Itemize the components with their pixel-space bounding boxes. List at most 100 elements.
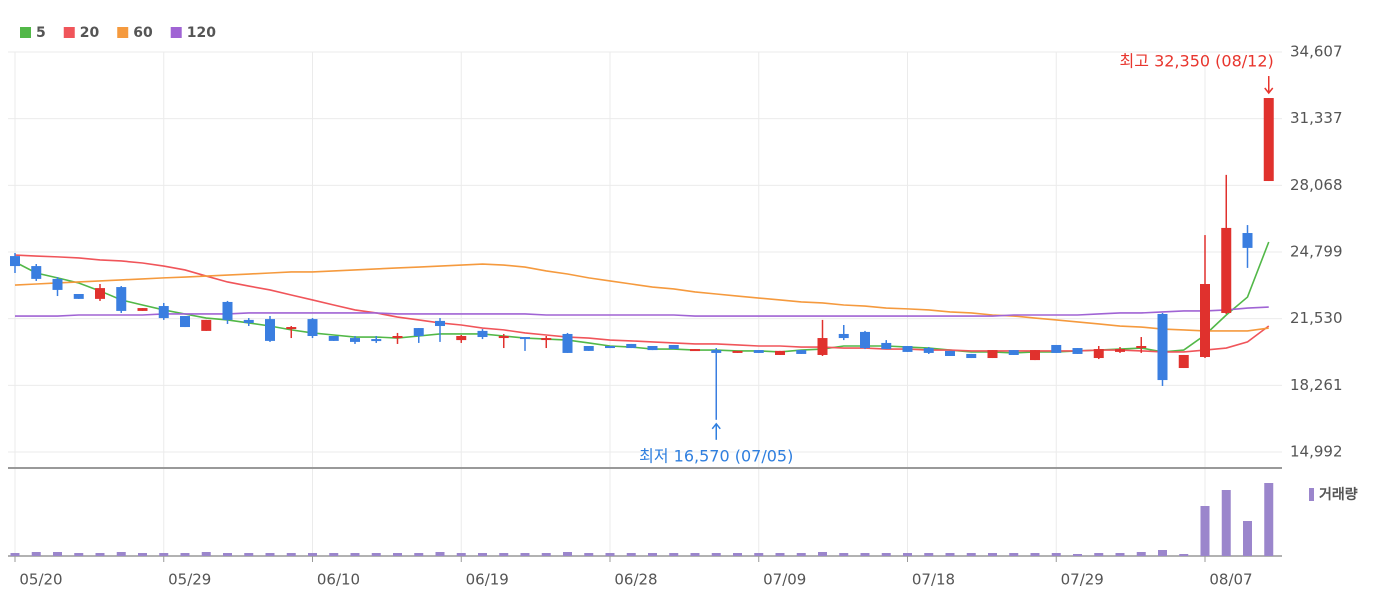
annotation: 최고 32,350 (08/12): [1120, 52, 1274, 71]
candle-body: [137, 308, 148, 311]
candle-body: [1242, 233, 1253, 248]
candle-body: [923, 348, 934, 353]
volume-bar: [860, 553, 870, 556]
x-tick-label: 06/28: [614, 571, 657, 589]
volume-bar: [754, 553, 764, 556]
candle-body: [817, 338, 828, 355]
y-tick-label: 34,607: [1290, 43, 1343, 61]
x-tick-label: 05/29: [168, 571, 211, 589]
candle-body: [1157, 313, 1168, 381]
volume-bar: [796, 553, 806, 556]
volume-bar: [499, 553, 509, 556]
x-tick-label: 06/19: [466, 571, 509, 589]
candle-body: [1178, 354, 1189, 369]
candle-body: [775, 350, 785, 355]
volume-bar: [1221, 490, 1231, 556]
volume-bar: [669, 553, 679, 556]
candle-body: [477, 330, 488, 338]
volume-bar: [159, 553, 169, 556]
candle-body: [711, 350, 722, 353]
candle-body: [371, 339, 382, 342]
candle-body: [1051, 344, 1062, 353]
volume-legend-swatch: [1309, 488, 1314, 501]
candle-body: [520, 337, 530, 340]
volume-bar: [414, 553, 424, 556]
candle-body: [838, 333, 849, 339]
volume-bar: [988, 553, 997, 556]
candle-body: [286, 327, 297, 330]
volume-bar: [478, 553, 487, 556]
legend-swatch: [20, 27, 31, 38]
volume-bar: [733, 553, 742, 556]
volume-bar: [138, 553, 147, 556]
candle-body: [1030, 350, 1040, 361]
volume-bar: [711, 553, 721, 556]
y-tick-label: 18,261: [1290, 376, 1343, 394]
volume-bar: [520, 553, 530, 556]
volume-bar: [74, 553, 84, 556]
volume-bar: [648, 553, 657, 556]
candle-body: [1093, 349, 1104, 359]
annotation-arrowhead: [1264, 87, 1274, 95]
volume-bar: [95, 553, 105, 556]
volume-bar: [839, 553, 849, 556]
legend-label: 60: [133, 25, 153, 41]
candle-body: [52, 278, 63, 290]
volume-bar: [1115, 553, 1125, 556]
candle-body: [307, 319, 318, 337]
candle-body: [328, 336, 339, 341]
y-tick-label: 28,068: [1290, 176, 1343, 194]
candle-body: [605, 345, 615, 349]
candle-body: [456, 336, 467, 341]
volume-bar: [244, 553, 254, 556]
x-tick-label: 07/09: [763, 571, 806, 589]
volume-bar: [1158, 550, 1167, 556]
legend-label: 5: [36, 25, 46, 41]
x-tick-label: 05/20: [19, 571, 62, 589]
volume-bar: [924, 553, 934, 556]
volume-bar: [1051, 553, 1061, 556]
volume-bar: [201, 552, 211, 556]
candle-body: [987, 350, 998, 359]
candle-body: [668, 344, 679, 350]
volume-bar: [584, 553, 594, 556]
candle-body: [31, 266, 42, 279]
candle-body: [73, 293, 84, 299]
x-tick-label: 07/18: [912, 571, 955, 589]
y-tick-label: 21,530: [1290, 309, 1343, 327]
x-tick-label: 07/29: [1061, 571, 1104, 589]
candle-body: [435, 320, 445, 327]
volume-bar: [903, 553, 912, 556]
candle-body: [243, 319, 254, 323]
volume-bar: [1136, 552, 1146, 556]
volume-bar: [626, 553, 636, 556]
candle-body: [1200, 284, 1210, 358]
legend-swatch: [63, 27, 75, 38]
volume-bar: [1009, 553, 1019, 556]
candle-body: [1263, 98, 1274, 182]
x-tick-label: 06/10: [317, 571, 360, 589]
volume-bar: [53, 552, 62, 556]
candle-body: [732, 350, 743, 353]
y-tick-label: 14,992: [1290, 443, 1343, 461]
volume-bar: [775, 553, 785, 556]
candle-body: [1072, 348, 1083, 354]
legend-swatch: [170, 27, 182, 38]
legend-label: 20: [80, 25, 100, 41]
candle-body: [1221, 227, 1232, 313]
volume-bar: [308, 553, 317, 556]
candle-body: [265, 319, 275, 341]
candle-body: [860, 331, 870, 349]
candle-body: [796, 350, 807, 354]
volume-bar: [881, 553, 891, 556]
volume-bar: [1094, 553, 1104, 556]
x-tick-label: 08/07: [1209, 571, 1252, 589]
volume-bar: [818, 552, 827, 556]
candle-body: [1008, 350, 1019, 355]
volume-bar: [265, 553, 275, 556]
volume-bar: [116, 552, 126, 556]
candle-body: [647, 345, 658, 351]
y-tick-label: 31,337: [1290, 109, 1343, 127]
volume-bar: [541, 553, 551, 556]
